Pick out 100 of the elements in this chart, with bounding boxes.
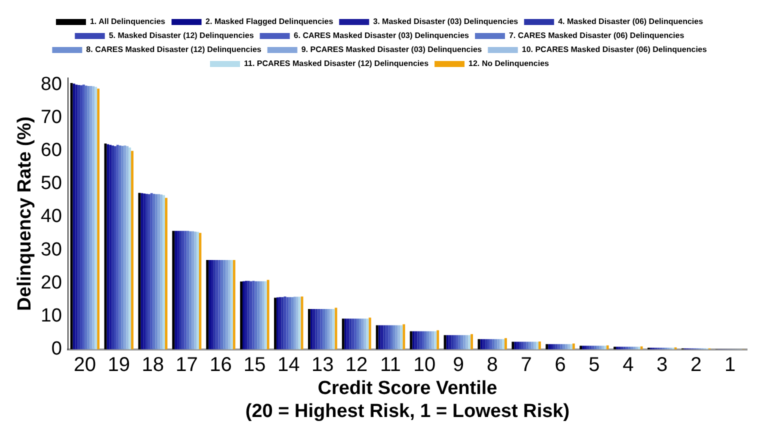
legend-label: 3. Masked Disaster (03) Delinquencies [373, 17, 519, 26]
bar [232, 260, 236, 350]
bar [254, 281, 258, 350]
bar [94, 86, 98, 350]
bar [500, 339, 502, 350]
x-tick-label: 10 [413, 354, 436, 376]
y-tick-label: 60 [40, 140, 62, 162]
x-tick-label: 14 [278, 354, 300, 376]
legend-label: 2. Masked Flagged Delinquencies [206, 17, 334, 26]
bar [524, 342, 526, 350]
bar [446, 335, 449, 350]
bar [286, 297, 289, 350]
bar [432, 331, 434, 350]
bar [308, 309, 310, 350]
bar [392, 325, 396, 350]
bar [80, 85, 82, 350]
bar [82, 84, 85, 350]
bar [106, 144, 110, 350]
x-tick-label: 9 [452, 354, 464, 376]
x-tick-label: 15 [244, 354, 266, 376]
y-tick-label: 70 [40, 106, 62, 128]
bar [344, 318, 347, 350]
legend-label: 4. Masked Disaster (06) Delinquencies [558, 17, 704, 26]
bar [320, 309, 323, 350]
bar [296, 296, 298, 350]
bar [325, 309, 328, 350]
bar [210, 260, 214, 350]
bar [388, 325, 390, 350]
bar [458, 335, 461, 350]
bar [216, 260, 218, 350]
bar [140, 193, 144, 350]
bar [112, 146, 114, 350]
bar [322, 309, 326, 350]
bar [342, 318, 344, 350]
x-tick-label: 5 [588, 354, 600, 376]
bar [158, 194, 160, 350]
bar [456, 335, 458, 350]
x-tick-label: 12 [345, 354, 368, 376]
bar [414, 331, 418, 350]
bar [426, 331, 430, 350]
bar [531, 342, 534, 350]
bar [480, 339, 483, 350]
bar [150, 193, 153, 350]
bar [213, 260, 216, 350]
bar [410, 331, 412, 350]
bar [327, 309, 330, 350]
bar [386, 325, 388, 350]
bar [364, 318, 366, 350]
x-tick-label: 8 [486, 354, 498, 376]
legend-label: 8. CARES Masked Disaster (12) Delinquencies [86, 45, 262, 54]
x-tick-label: 16 [210, 354, 232, 376]
bar [417, 331, 420, 350]
bar [179, 230, 182, 350]
bar [482, 339, 486, 350]
legend-label: 7. CARES Masked Disaster (06) Delinquencies [508, 31, 685, 40]
legend-label: 9. PCARES Masked Disaster (03) Delinquencies [301, 45, 482, 54]
bar [152, 194, 156, 350]
bar [568, 344, 570, 350]
bar [572, 343, 575, 350]
y-axis-title: Delinquency Rate (%) [14, 116, 36, 311]
bar [534, 342, 536, 350]
bar [512, 342, 514, 350]
bar [124, 146, 126, 350]
x-axis-title: Credit Score Ventile (20 = Highest Risk, 1 = Lowest Risk) [245, 378, 570, 422]
bar [383, 325, 386, 350]
bar [504, 338, 507, 350]
bar [454, 335, 456, 350]
bar [78, 84, 80, 350]
bar [260, 281, 262, 350]
x-tick-label: 13 [311, 354, 334, 376]
bar [378, 325, 381, 350]
bar [87, 86, 90, 350]
x-tick-label: 19 [108, 354, 130, 376]
bar [354, 318, 357, 350]
bar [519, 342, 522, 350]
bar [192, 231, 194, 350]
bar [257, 281, 260, 350]
bar [206, 260, 209, 350]
bar [189, 231, 192, 350]
bar [318, 309, 320, 350]
bar [278, 297, 282, 350]
bar [390, 325, 393, 350]
y-tick-label: 10 [40, 306, 62, 327]
bar [97, 88, 100, 350]
bar [516, 342, 520, 350]
bar [226, 260, 228, 350]
bar [460, 335, 464, 350]
bar [536, 342, 538, 350]
bar [548, 344, 551, 350]
bar [116, 144, 119, 350]
bar [291, 297, 294, 350]
bar [242, 281, 245, 350]
bar [606, 345, 609, 350]
y-tick-label: 80 [40, 74, 62, 95]
bar [420, 331, 422, 350]
bar [288, 297, 292, 350]
bar [538, 341, 541, 350]
legend-label: 10. PCARES Masked Disaster (06) Delinquencies [522, 45, 708, 54]
bar [244, 280, 248, 350]
bar [490, 339, 492, 350]
